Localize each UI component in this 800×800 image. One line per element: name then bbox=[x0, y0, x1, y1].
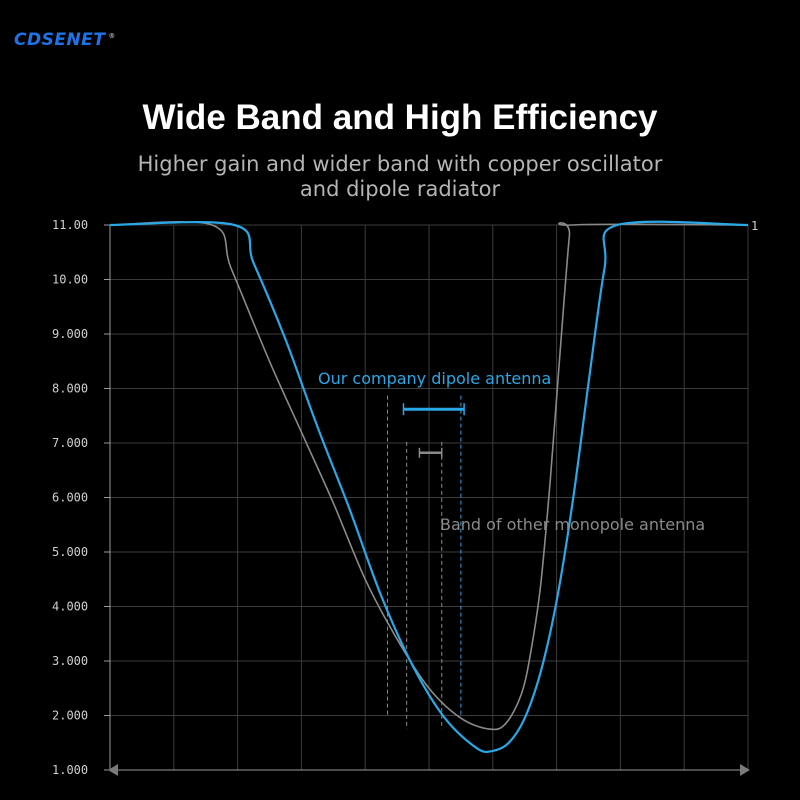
monopole-series-line bbox=[109, 220, 749, 731]
y-tick-label: 10.00 bbox=[52, 273, 88, 287]
right-marker-label: 1 bbox=[751, 219, 758, 233]
dipole-annotation: Our company dipole antenna bbox=[318, 369, 551, 388]
registered-mark: ® bbox=[108, 32, 116, 41]
band-markers bbox=[387, 395, 465, 730]
chart-axes: 11.00 10.00 9.000 8.000 7.000 6.000 5.000 4.000… bbox=[52, 218, 758, 777]
y-tick-label: 5.000 bbox=[52, 545, 88, 559]
subtitle-line-1: Higher gain and wider band with copper o… bbox=[137, 152, 663, 176]
brand-name: CDSENET bbox=[14, 30, 106, 50]
y-tick-label: 6.000 bbox=[52, 491, 88, 505]
y-tick-label: 1.000 bbox=[52, 763, 88, 777]
y-tick-label: 11.00 bbox=[52, 218, 88, 232]
y-tick-label: 9.000 bbox=[52, 327, 88, 341]
page-title: Wide Band and High Efficiency bbox=[142, 98, 658, 137]
y-tick-label: 3.000 bbox=[52, 654, 88, 668]
y-tick-label: 4.000 bbox=[52, 600, 88, 614]
subtitle-line-2: and dipole radiator bbox=[299, 177, 501, 201]
x-axis-left-arrow bbox=[108, 764, 118, 776]
monopole-annotation: Band of other monopole antenna bbox=[440, 515, 705, 534]
y-tick-label: 2.000 bbox=[52, 709, 88, 723]
page-subtitle: Higher gain and wider band with copper o… bbox=[0, 152, 800, 202]
x-axis-right-arrow bbox=[740, 764, 750, 776]
y-tick-label: 8.000 bbox=[52, 382, 88, 396]
y-tick-label: 7.000 bbox=[52, 436, 88, 450]
chart-series bbox=[109, 220, 749, 754]
brand-logo: CDSENET ® bbox=[14, 30, 116, 50]
dipole-series-line bbox=[109, 220, 749, 754]
